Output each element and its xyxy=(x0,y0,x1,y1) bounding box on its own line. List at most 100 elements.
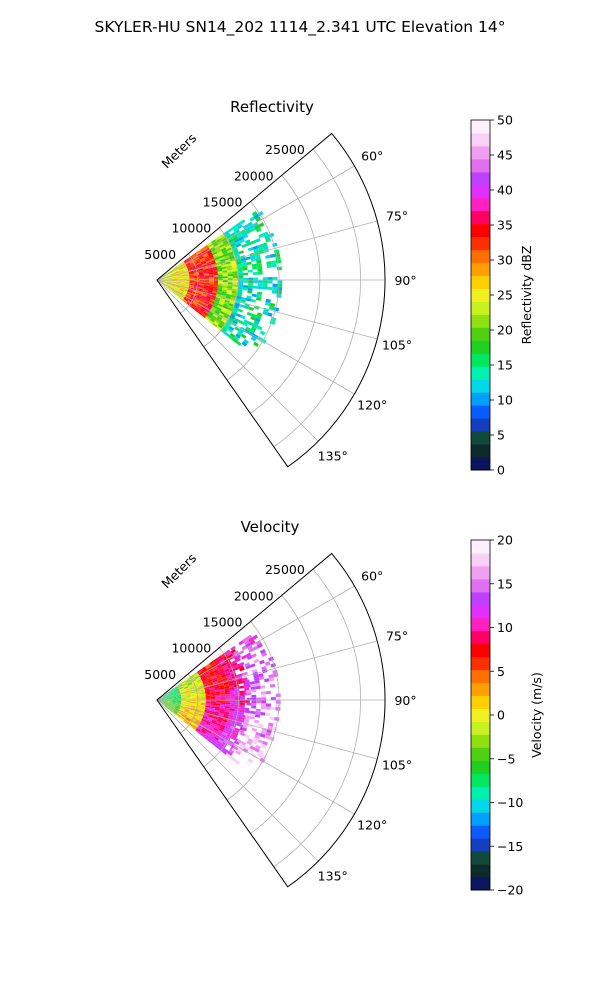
colorbar-tick-label: 40 xyxy=(497,183,513,198)
echo-cell xyxy=(225,694,230,696)
reflectivity-panel: Reflectivity Meters 50001000015000200002… xyxy=(144,98,534,478)
echo-cell xyxy=(274,307,280,311)
colorbar-segment xyxy=(471,276,490,289)
echo-cell xyxy=(201,697,206,698)
colorbar-tick-label: 15 xyxy=(497,576,513,591)
colorbar-segment xyxy=(471,566,490,579)
colorbar-segment xyxy=(471,405,490,418)
echo-cell xyxy=(251,689,256,692)
echo-cell xyxy=(274,717,279,721)
echo-cell xyxy=(265,255,270,259)
echo-cell xyxy=(206,697,211,699)
colorbar-tick-label: 5 xyxy=(497,428,505,443)
echo-cell xyxy=(253,286,258,289)
velocity-panel: Velocity Meters 500010000150002000025000… xyxy=(144,518,544,898)
colorbar-tick-label: −5 xyxy=(497,751,515,766)
echo-cell xyxy=(258,272,263,275)
echo-cell xyxy=(258,286,263,289)
echo-cell xyxy=(256,700,261,703)
colorbar-tick-label: 35 xyxy=(497,218,513,233)
echo-cell xyxy=(223,282,228,284)
echo-cell xyxy=(258,280,263,283)
echo-cell xyxy=(248,285,253,288)
echo-cell xyxy=(266,261,271,265)
colorbar-tick-label: 5 xyxy=(497,664,505,679)
azimuth-tick-label: 105° xyxy=(382,337,412,352)
echo-cell xyxy=(238,275,243,278)
echo-cell xyxy=(255,238,261,243)
echo-cell xyxy=(251,695,256,698)
echo-cell xyxy=(233,280,238,282)
echo-cell xyxy=(223,274,228,276)
echo-cell xyxy=(264,678,269,682)
echo-cell xyxy=(270,254,275,258)
colorbar-segment xyxy=(471,734,490,747)
colorbar-segment xyxy=(471,392,490,405)
radial-tick-label: 5000 xyxy=(144,247,176,262)
colorbar-segment xyxy=(471,224,490,237)
colorbar-segment xyxy=(471,631,490,644)
echo-cell xyxy=(235,702,240,704)
colorbar-segment xyxy=(471,327,490,340)
echo-cell xyxy=(235,705,240,708)
echo-cell xyxy=(271,707,276,711)
echo-cell xyxy=(272,290,277,294)
echo-cell xyxy=(239,250,244,254)
echo-cell xyxy=(238,273,243,276)
echo-cell xyxy=(253,272,258,275)
echo-cell xyxy=(216,697,221,699)
azimuth-tick-label: 90° xyxy=(394,693,416,708)
echo-cell xyxy=(223,276,228,278)
reflectivity-polar-grid xyxy=(157,133,385,466)
colorbar-segment xyxy=(471,198,490,211)
colorbar-segment xyxy=(471,877,490,890)
radial-tick-label: 15000 xyxy=(203,614,243,629)
reflectivity-radial-axis-label: Meters xyxy=(158,130,199,171)
azimuth-tick-label: 90° xyxy=(394,273,416,288)
colorbar-segment xyxy=(471,825,490,838)
echo-cell xyxy=(265,661,271,666)
azimuth-tick-label: 75° xyxy=(386,209,408,224)
echo-cell xyxy=(252,294,257,297)
echo-cell xyxy=(251,700,256,703)
radial-tick-label: 20000 xyxy=(234,588,274,603)
echo-cell xyxy=(211,702,216,704)
radial-tick-label: 20000 xyxy=(234,168,274,183)
colorbar-tick-label: 15 xyxy=(497,358,513,373)
echo-cell xyxy=(266,703,271,706)
colorbar-segment xyxy=(471,120,490,133)
colorbar-tick-label: −10 xyxy=(497,795,523,810)
echo-cell xyxy=(228,282,233,284)
echo-cell xyxy=(272,727,278,731)
colorbar-segment xyxy=(471,159,490,172)
echo-cell xyxy=(211,700,216,702)
echo-cell xyxy=(240,691,245,694)
echo-cell xyxy=(225,696,230,698)
echo-cell xyxy=(243,280,248,283)
echo-cell xyxy=(235,696,240,698)
echo-cell xyxy=(251,703,256,706)
colorbar-segment xyxy=(471,592,490,605)
colorbar-tick-label: 50 xyxy=(497,113,513,128)
velocity-colorbar-label: Velocity (m/s) xyxy=(529,672,544,758)
echo-cell xyxy=(225,700,230,702)
colorbar-segment xyxy=(471,760,490,773)
colorbar-tick-label: 25 xyxy=(497,288,513,303)
azimuth-tick-label: 120° xyxy=(357,817,387,832)
echo-cell xyxy=(220,696,225,698)
colorbar-segment xyxy=(471,185,490,198)
colorbar-segment xyxy=(471,644,490,657)
echo-cell xyxy=(239,304,244,308)
echo-cell xyxy=(225,702,230,704)
range-ring xyxy=(274,149,361,447)
echo-cell xyxy=(267,287,272,291)
echo-cell xyxy=(230,704,235,706)
echo-cell xyxy=(230,696,235,698)
colorbar-segment xyxy=(471,540,490,553)
echo-cell xyxy=(238,309,243,313)
colorbar-segment xyxy=(471,133,490,146)
echo-cell xyxy=(277,284,282,288)
colorbar-segment xyxy=(471,683,490,696)
